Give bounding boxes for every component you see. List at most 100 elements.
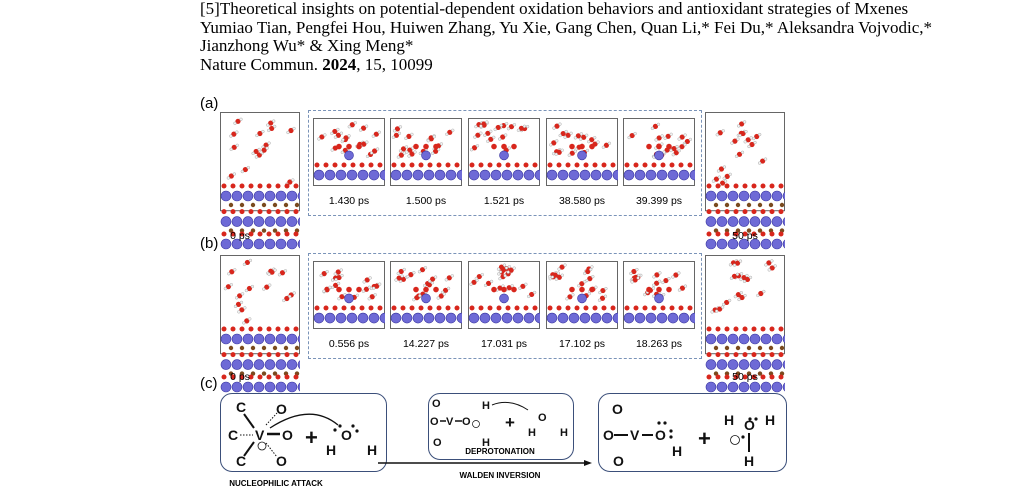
vanadium-atom [264, 333, 276, 345]
vanadium-atom [468, 312, 480, 324]
vanadium-atom [771, 381, 783, 393]
svg-text:O: O [276, 401, 287, 417]
vanadium-atom [220, 359, 232, 370]
oxygen-atom [343, 135, 349, 141]
oxygen-atom [632, 277, 638, 283]
oxygen-atom [556, 274, 562, 280]
oxygen-atom [766, 260, 772, 266]
vanadium-atom [678, 169, 690, 181]
oxygen-atom [565, 132, 571, 138]
oxygen-atom [361, 141, 367, 147]
snapshot-time-label: 38.580 ps [558, 195, 606, 207]
vanadium-atom [727, 238, 739, 250]
oxygen-atom [336, 274, 342, 281]
vanadium-atom [771, 216, 783, 227]
oxygen-atom [654, 280, 660, 286]
svg-text:H: H [744, 453, 754, 469]
oxygen-atom [235, 118, 241, 124]
oxygen-atom [442, 287, 449, 293]
vanadium-atom [275, 381, 287, 393]
vanadium-atom [678, 312, 690, 324]
oxygen-atom [719, 180, 726, 186]
oxygen-atom [471, 145, 478, 151]
oxygen-atom [400, 146, 407, 152]
vanadium-atom [286, 333, 298, 345]
vanadium-atom [568, 169, 580, 181]
vanadium-atom [412, 312, 424, 324]
oxygen-atom [579, 281, 585, 287]
vanadium-atom [242, 381, 254, 393]
snapshot-time-label: 1.430 ps [328, 195, 370, 207]
vanadium-atom [313, 169, 325, 181]
oxygen-atom [732, 138, 738, 144]
snapshot-time-label: 17.102 ps [558, 338, 606, 350]
vanadium-atom [738, 381, 750, 393]
vanadium-atom [656, 169, 668, 181]
vanadium-atom [264, 216, 276, 227]
oxygen-atom [665, 133, 671, 139]
vanadium-atom [760, 359, 772, 370]
oxygen-atom [407, 147, 413, 153]
oxygen-atom [372, 148, 378, 154]
oxygen-atom [488, 136, 494, 142]
svg-text:H: H [560, 427, 568, 439]
deprotonation-label: DEPROTONATION [465, 447, 535, 456]
vanadium-atom [253, 333, 265, 345]
oxygen-atom [717, 306, 723, 312]
vanadium-atom [401, 169, 413, 181]
vanadium-atom [738, 190, 750, 202]
vanadium-atom [716, 216, 728, 227]
vanadium-atom [456, 169, 462, 181]
vanadium-atom [357, 312, 369, 324]
snapshot-time-label: 1.521 ps [483, 195, 525, 207]
oxygen-atom [556, 149, 562, 155]
vanadium-atom [231, 190, 243, 202]
svg-text:O: O [612, 401, 623, 417]
oxygen-atom [231, 131, 237, 137]
svg-text:O: O [538, 412, 547, 424]
oxygen-atom [652, 123, 659, 129]
svg-text:C: C [236, 453, 246, 469]
vanadium-atom [275, 238, 287, 250]
oxygen-atom [744, 276, 751, 283]
paper-title: [5]Theoretical insights on potential-dep… [200, 0, 909, 18]
vanadium-atom [612, 169, 618, 181]
oxygen-atom [332, 128, 338, 135]
oxygen-atom [575, 133, 581, 139]
oxygen-atom [237, 293, 243, 299]
panel_a-snapshot [623, 118, 695, 186]
svg-text:H: H [765, 412, 775, 428]
oxygen-atom [569, 150, 575, 156]
oxygen-atom [400, 276, 407, 282]
vanadium-atom [242, 190, 254, 202]
svg-text:O: O [433, 437, 442, 449]
vanadium-atom [546, 169, 558, 181]
oxygen-atom [244, 318, 250, 324]
vanadium-atom [423, 312, 435, 324]
oxygen-atom [225, 284, 231, 290]
vanadium-atom [579, 312, 591, 324]
svg-text:O: O [432, 398, 441, 410]
oxygen-atom [508, 267, 514, 273]
oxygen-atom [758, 290, 764, 297]
vanadium-atom [738, 359, 750, 370]
oxygen-atom [559, 264, 565, 270]
oxygen-atom [396, 275, 402, 281]
vanadium-atom [738, 333, 750, 345]
oxygen-atom [288, 127, 294, 134]
oxygen-atom [430, 276, 436, 282]
oxygen-atom [256, 152, 262, 158]
oxygen-atom [560, 130, 566, 137]
oxygen-atom [603, 142, 609, 148]
vanadium-atom [335, 169, 347, 181]
vanadium-atom [705, 333, 717, 345]
svg-text:H: H [482, 400, 490, 412]
svg-text:C: C [236, 399, 246, 415]
oxygen-atom [520, 283, 526, 289]
vanadium-atom [253, 359, 265, 370]
product-box [598, 393, 787, 472]
svg-text:H: H [482, 437, 490, 449]
vanadium-atom [727, 216, 739, 227]
snapshot-time-label: 0.556 ps [328, 338, 370, 350]
panel_a-snapshot [313, 118, 385, 186]
